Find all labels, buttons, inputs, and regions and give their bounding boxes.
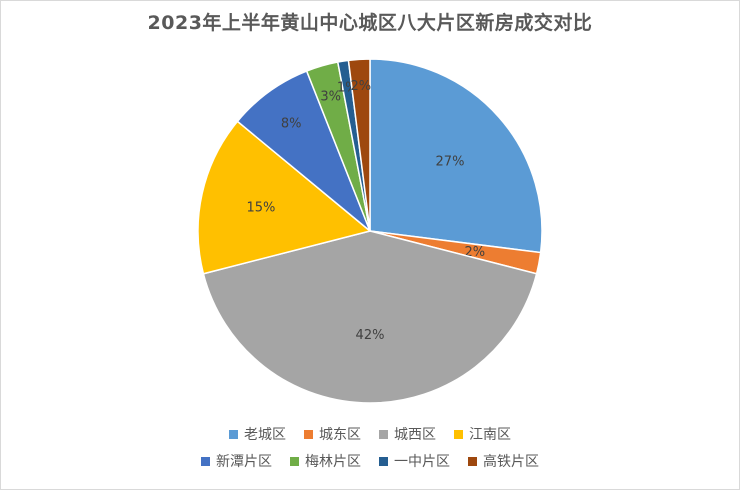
data-label-8: 2% xyxy=(351,79,372,94)
legend-swatch xyxy=(379,456,388,466)
legend-label: 新潭片区 xyxy=(216,454,272,470)
legend-swatch xyxy=(201,456,210,466)
legend-swatch xyxy=(454,429,463,439)
legend-item-2: 城东区 xyxy=(304,424,361,444)
legend-item-6: 梅林片区 xyxy=(290,451,361,471)
legend-swatch xyxy=(304,429,313,439)
data-label-6: 3% xyxy=(320,90,341,105)
legend-item-1: 老城区 xyxy=(229,424,286,444)
pie-slice-3 xyxy=(202,230,538,404)
legend-label: 城东区 xyxy=(319,427,361,443)
legend-label: 城西区 xyxy=(394,427,436,443)
legend-swatch xyxy=(379,429,388,439)
pie-slice-4 xyxy=(197,120,372,275)
legend-row-1: 老城区 城东区 城西区 江南区 xyxy=(0,424,740,444)
legend-label: 梅林片区 xyxy=(305,454,361,470)
legend-item-8: 高铁片区 xyxy=(468,451,539,471)
legend-label: 高铁片区 xyxy=(483,454,539,470)
legend-item-5: 新潭片区 xyxy=(201,451,272,471)
legend-swatch xyxy=(290,456,299,466)
legend-label: 一中片区 xyxy=(394,454,450,470)
legend-item-7: 一中片区 xyxy=(379,451,450,471)
legend-label: 江南区 xyxy=(469,427,511,443)
legend-row-2: 新潭片区 梅林片区 一中片区 高铁片区 xyxy=(0,451,740,471)
data-label-1: 27% xyxy=(436,154,465,169)
pie-slice-1 xyxy=(369,58,543,254)
data-label-3: 42% xyxy=(356,328,385,343)
legend-item-3: 城西区 xyxy=(379,424,436,444)
chart-title: 2023年上半年黄山中心城区八大片区新房成交对比 xyxy=(147,12,593,34)
data-label-5: 8% xyxy=(281,116,302,131)
legend-swatch xyxy=(229,429,238,439)
legend-swatch xyxy=(468,456,477,466)
legend-item-4: 江南区 xyxy=(454,424,511,444)
pie-slice-8 xyxy=(347,58,371,232)
data-label-4: 15% xyxy=(246,201,275,216)
legend-label: 老城区 xyxy=(244,427,286,443)
